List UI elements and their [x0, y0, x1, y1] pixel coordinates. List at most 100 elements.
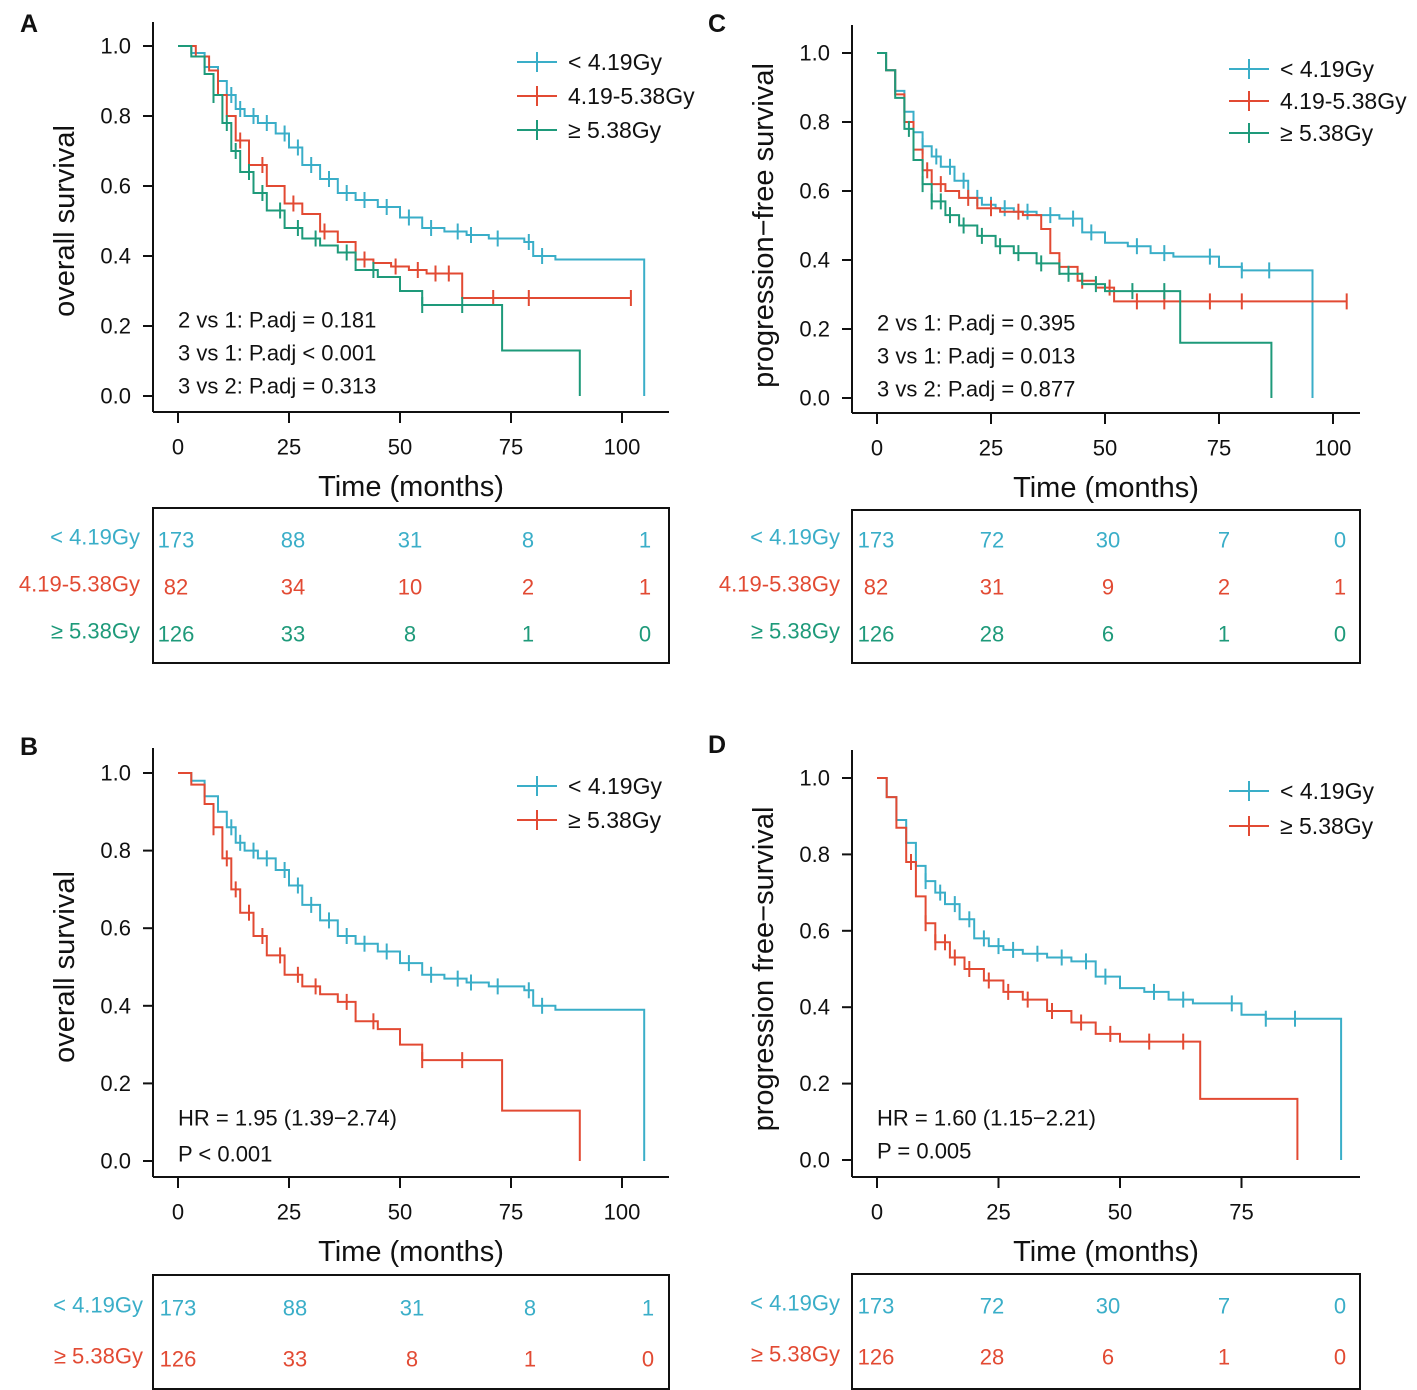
risk-table-count: 9	[1102, 575, 1114, 600]
y-tick-label: 0.0	[100, 384, 131, 409]
risk-table-count: 88	[281, 528, 305, 553]
stat-annotation: 3 vs 2: P.adj = 0.313	[178, 374, 376, 399]
risk-table-row-label: ≥ 5.38Gy	[751, 619, 840, 644]
panel-letter: B	[20, 733, 38, 761]
x-tick-label: 50	[1108, 1200, 1132, 1225]
legend-label: 4.19-5.38Gy	[568, 83, 695, 109]
risk-table-row-label: 4.19-5.38Gy	[19, 572, 140, 597]
y-tick-label: 0.8	[100, 104, 131, 129]
risk-table-count: 8	[522, 528, 534, 553]
y-tick-label: 0.6	[100, 174, 131, 199]
risk-table-count: 0	[1334, 622, 1346, 647]
risk-table-row-label: < 4.19Gy	[53, 1293, 143, 1318]
y-tick-label: 0.2	[100, 1071, 131, 1096]
risk-table-count: 31	[400, 1296, 424, 1321]
x-tick-label: 50	[1093, 436, 1117, 461]
survival-curve	[178, 772, 581, 1161]
risk-table-count: 1	[522, 622, 534, 647]
y-tick-label: 1.0	[100, 34, 131, 59]
risk-table-count: 34	[281, 575, 305, 600]
survival-curve	[178, 45, 581, 396]
survival-curve	[877, 52, 1273, 398]
x-axis-title: Time (months)	[1013, 1236, 1199, 1268]
x-tick-label: 75	[1229, 1200, 1253, 1225]
risk-table-count: 1	[1218, 622, 1230, 647]
risk-table-count: 0	[1334, 1345, 1346, 1370]
legend-label: < 4.19Gy	[568, 773, 662, 799]
risk-table-row-label: ≥ 5.38Gy	[54, 1344, 143, 1369]
risk-table-count: 72	[980, 528, 1004, 553]
y-tick-label: 0.6	[799, 179, 830, 204]
legend-label: ≥ 5.38Gy	[568, 807, 662, 833]
risk-table-count: 1	[639, 528, 651, 553]
risk-table-count: 33	[281, 622, 305, 647]
risk-table-count: 173	[160, 1296, 197, 1321]
y-tick-label: 0.0	[100, 1149, 131, 1174]
risk-table-row-label: 4.19-5.38Gy	[719, 572, 840, 597]
y-axis-title: progression free−survival	[748, 807, 780, 1132]
risk-table-count: 173	[158, 528, 195, 553]
stat-annotation: 2 vs 1: P.adj = 0.181	[178, 308, 376, 333]
x-tick-label: 0	[871, 1200, 883, 1225]
legend-label: 4.19-5.38Gy	[1280, 88, 1407, 114]
x-tick-label: 25	[979, 436, 1003, 461]
risk-table-count: 1	[1218, 1345, 1230, 1370]
risk-table-box	[851, 509, 1361, 664]
risk-table-row-label: ≥ 5.38Gy	[751, 1342, 840, 1367]
y-axis-title: progression−free survival	[748, 63, 780, 388]
risk-table-count: 2	[522, 575, 534, 600]
risk-table-row-label: < 4.19Gy	[50, 525, 140, 550]
legend-label: < 4.19Gy	[1280, 56, 1374, 82]
risk-table-count: 173	[858, 1294, 895, 1319]
stat-annotation: 3 vs 1: P.adj < 0.001	[178, 341, 376, 366]
risk-table-row-label: ≥ 5.38Gy	[51, 619, 140, 644]
y-tick-label: 0.0	[799, 386, 830, 411]
risk-table-count: 30	[1096, 528, 1120, 553]
risk-table-box	[152, 1274, 670, 1390]
risk-table-count: 28	[980, 622, 1004, 647]
y-tick-label: 0.2	[799, 1071, 830, 1096]
y-tick-label: 0.4	[100, 993, 131, 1018]
x-tick-label: 25	[986, 1200, 1010, 1225]
stat-annotation: 3 vs 2: P.adj = 0.877	[877, 377, 1075, 402]
risk-table-count: 10	[398, 575, 422, 600]
risk-table-count: 1	[1334, 575, 1346, 600]
x-axis-title: Time (months)	[318, 471, 504, 503]
risk-table-count: 0	[642, 1347, 654, 1372]
legend-label: ≥ 5.38Gy	[1280, 120, 1374, 146]
x-tick-label: 50	[388, 1200, 412, 1225]
y-axis-title: overall survival	[49, 125, 81, 317]
y-tick-label: 0.2	[100, 314, 131, 339]
x-tick-label: 75	[499, 1200, 523, 1225]
stat-annotation: 2 vs 1: P.adj = 0.395	[877, 311, 1075, 336]
risk-table-count: 126	[858, 622, 895, 647]
legend-label: < 4.19Gy	[1280, 778, 1374, 804]
risk-table-count: 30	[1096, 1294, 1120, 1319]
risk-table-count: 1	[524, 1347, 536, 1372]
legend-label: ≥ 5.38Gy	[1280, 813, 1374, 839]
x-tick-label: 0	[172, 1200, 184, 1225]
risk-table-box	[851, 1273, 1361, 1390]
risk-table-count: 8	[524, 1296, 536, 1321]
risk-table-count: 33	[283, 1347, 307, 1372]
y-tick-label: 0.4	[799, 995, 830, 1020]
risk-table-count: 126	[158, 622, 195, 647]
risk-table-count: 8	[404, 622, 416, 647]
x-tick-label: 75	[499, 435, 523, 460]
y-tick-label: 1.0	[799, 766, 830, 791]
panel-letter: A	[20, 10, 38, 38]
x-tick-label: 50	[388, 435, 412, 460]
risk-table-count: 6	[1102, 622, 1114, 647]
y-tick-label: 1.0	[799, 41, 830, 66]
risk-table-count: 7	[1218, 1294, 1230, 1319]
risk-table-count: 2	[1218, 575, 1230, 600]
legend-label: ≥ 5.38Gy	[568, 117, 662, 143]
y-tick-label: 0.8	[799, 842, 830, 867]
stat-annotation: 3 vs 1: P.adj = 0.013	[877, 344, 1075, 369]
y-tick-label: 0.4	[799, 248, 830, 273]
risk-table-count: 126	[858, 1345, 895, 1370]
risk-table-count: 173	[858, 528, 895, 553]
y-tick-label: 0.6	[100, 916, 131, 941]
x-axis-title: Time (months)	[1013, 472, 1199, 504]
